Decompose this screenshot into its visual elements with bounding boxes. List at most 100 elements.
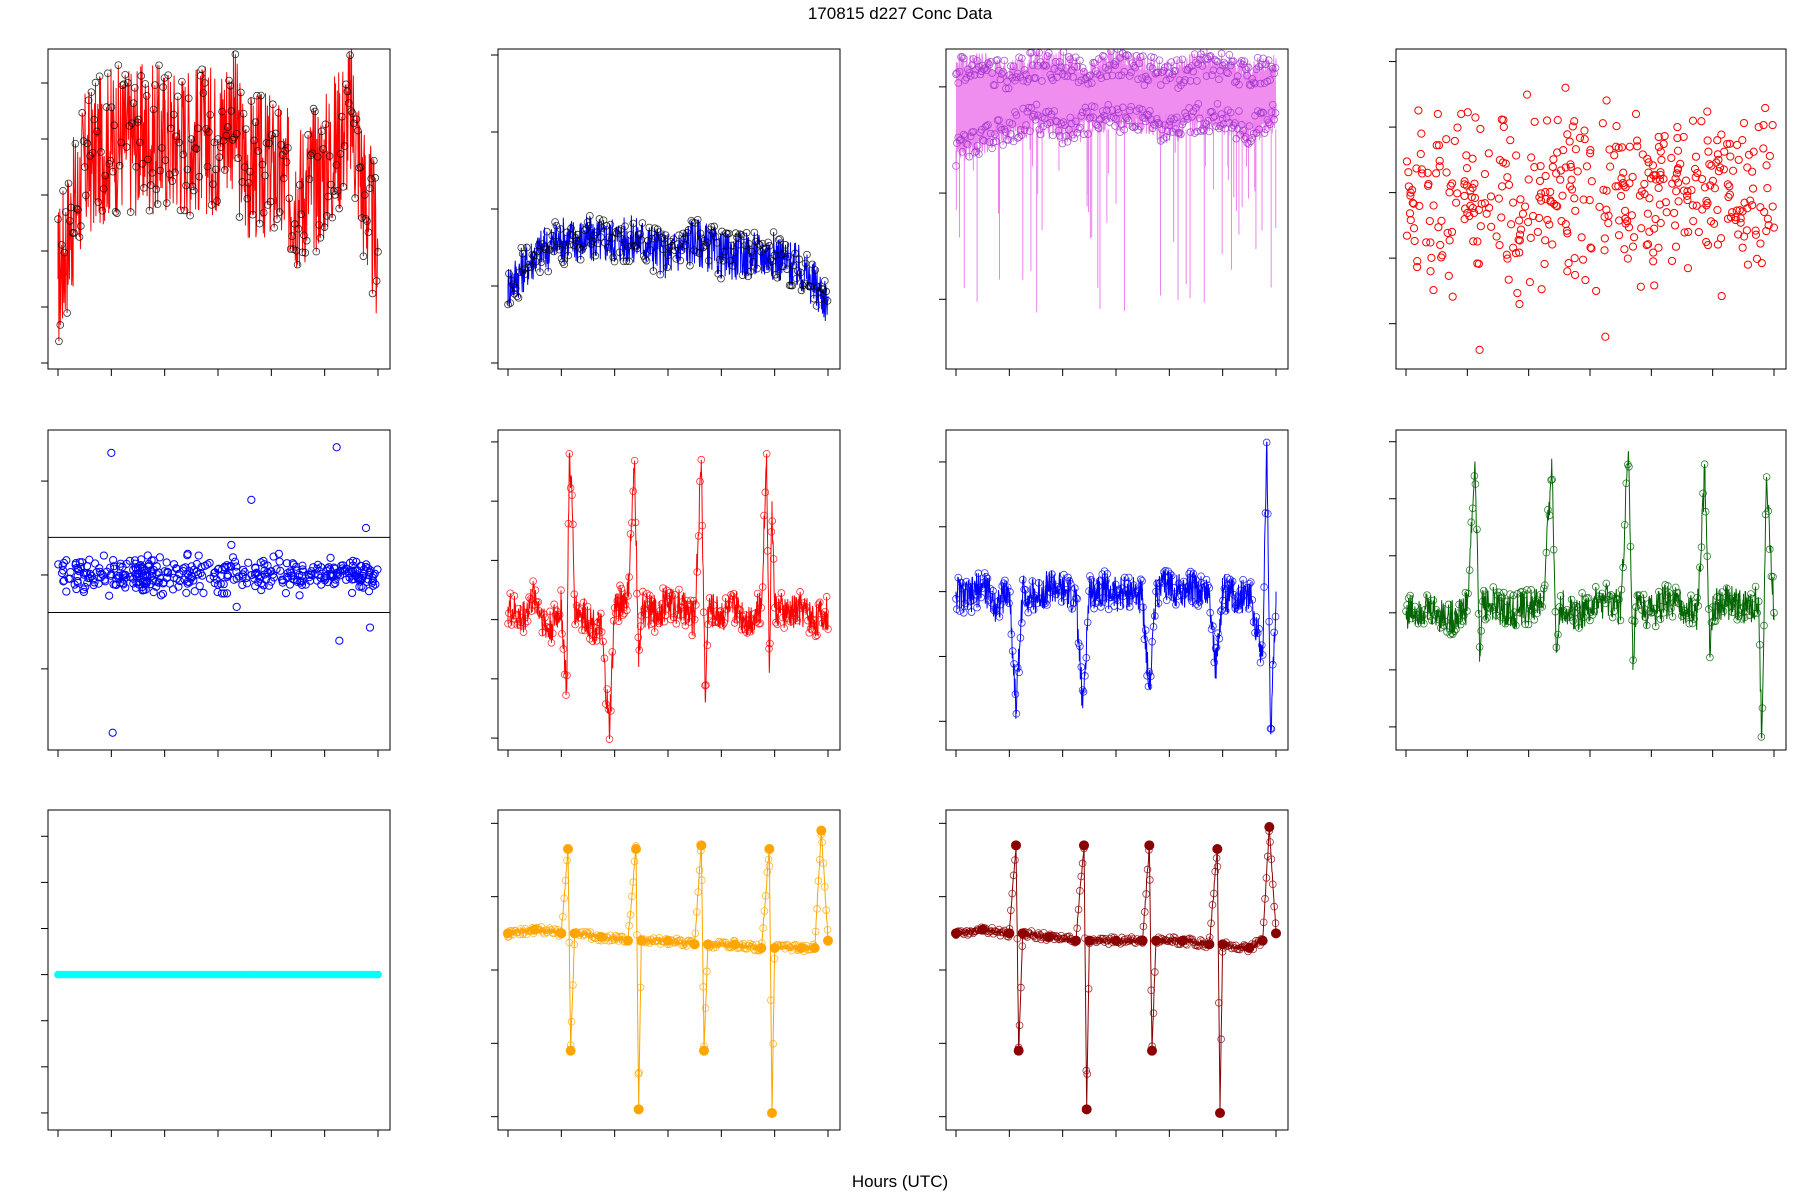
data-point (1523, 218, 1533, 227)
data-point (1012, 73, 1021, 81)
data-point (348, 561, 357, 570)
data-point (1171, 933, 1179, 942)
data-point (776, 602, 784, 611)
data-point (1072, 594, 1080, 602)
data-point (1533, 227, 1542, 237)
data-point (1475, 643, 1484, 651)
data-point (1700, 460, 1709, 469)
data-point (1177, 591, 1186, 600)
data-point (1175, 76, 1184, 84)
data-point (211, 165, 220, 174)
data-point (700, 236, 709, 245)
spike-point (1257, 935, 1268, 946)
data-point (1673, 165, 1682, 174)
data-point (742, 228, 751, 237)
data-point (1570, 254, 1579, 263)
data-point (1586, 243, 1595, 252)
data-point (182, 588, 191, 598)
data-point (1162, 76, 1171, 85)
data-point (1173, 113, 1181, 122)
data-point (1601, 332, 1610, 341)
data-point (1522, 90, 1532, 99)
data-point (71, 139, 80, 148)
data-point (571, 233, 579, 242)
data-point (1415, 614, 1424, 623)
data-point (1610, 151, 1619, 160)
data-point (1770, 609, 1778, 617)
data-point (156, 591, 166, 600)
data-point (1598, 119, 1607, 128)
data-point (1134, 75, 1142, 84)
data-point (137, 72, 146, 80)
data-point (952, 595, 960, 603)
data-point (1166, 117, 1174, 126)
data-point (1225, 50, 1234, 59)
data-point (609, 253, 617, 262)
data-point (1581, 275, 1590, 285)
spike-point (756, 943, 767, 953)
data-point (991, 605, 1000, 614)
data-point (1498, 593, 1507, 602)
data-point (1504, 180, 1514, 189)
data-point (661, 611, 670, 620)
data-point (1008, 647, 1017, 655)
data-point (955, 67, 964, 76)
data-point (1687, 591, 1695, 600)
data-point (745, 239, 753, 248)
data-point (995, 613, 1004, 621)
data-point (999, 68, 1007, 76)
data-point (594, 618, 602, 627)
data-point (79, 587, 89, 597)
data-point (1759, 144, 1768, 153)
panel-p9 (41, 809, 391, 1137)
data-point (1132, 107, 1141, 115)
data-point (1131, 588, 1139, 597)
data-point (94, 198, 103, 206)
data-point (1144, 111, 1153, 119)
data-point (633, 930, 641, 939)
data-point (564, 251, 573, 260)
data-point (569, 981, 577, 989)
data-point (1473, 259, 1482, 268)
data-point (227, 562, 236, 571)
data-point (1229, 57, 1238, 66)
data-point (94, 579, 103, 588)
data-point (1515, 299, 1524, 309)
data-point (1122, 586, 1130, 595)
data-point (1262, 125, 1270, 134)
data-point (1239, 575, 1247, 584)
data-point (1034, 579, 1043, 587)
data-point (1460, 204, 1470, 213)
data-point (285, 194, 294, 203)
data-point (1515, 608, 1523, 617)
data-point (1743, 163, 1752, 172)
data-point (1617, 174, 1626, 183)
data-point (1549, 155, 1558, 164)
spike-point (769, 943, 780, 953)
data-point (108, 728, 117, 737)
data-point (1602, 186, 1611, 195)
data-point (1553, 115, 1562, 125)
data-point (656, 270, 665, 279)
data-point (1120, 125, 1129, 134)
data-point (257, 91, 265, 100)
data-point (1005, 599, 1013, 607)
data-point (1066, 580, 1075, 588)
data-point (1417, 165, 1426, 174)
data-point (1503, 173, 1512, 182)
data-point (1104, 101, 1113, 109)
data-point (1119, 49, 1127, 58)
data-point (1567, 185, 1577, 194)
data-point (136, 138, 144, 147)
data-point (359, 252, 368, 261)
data-point (144, 559, 153, 568)
data-point (1545, 511, 1554, 520)
data-point (70, 229, 78, 237)
data-point (1206, 608, 1214, 617)
data-point (576, 255, 585, 264)
data-point (621, 222, 629, 231)
data-point (1214, 629, 1222, 638)
data-point (641, 610, 650, 619)
data-point (1703, 136, 1712, 145)
data-point (692, 601, 700, 609)
